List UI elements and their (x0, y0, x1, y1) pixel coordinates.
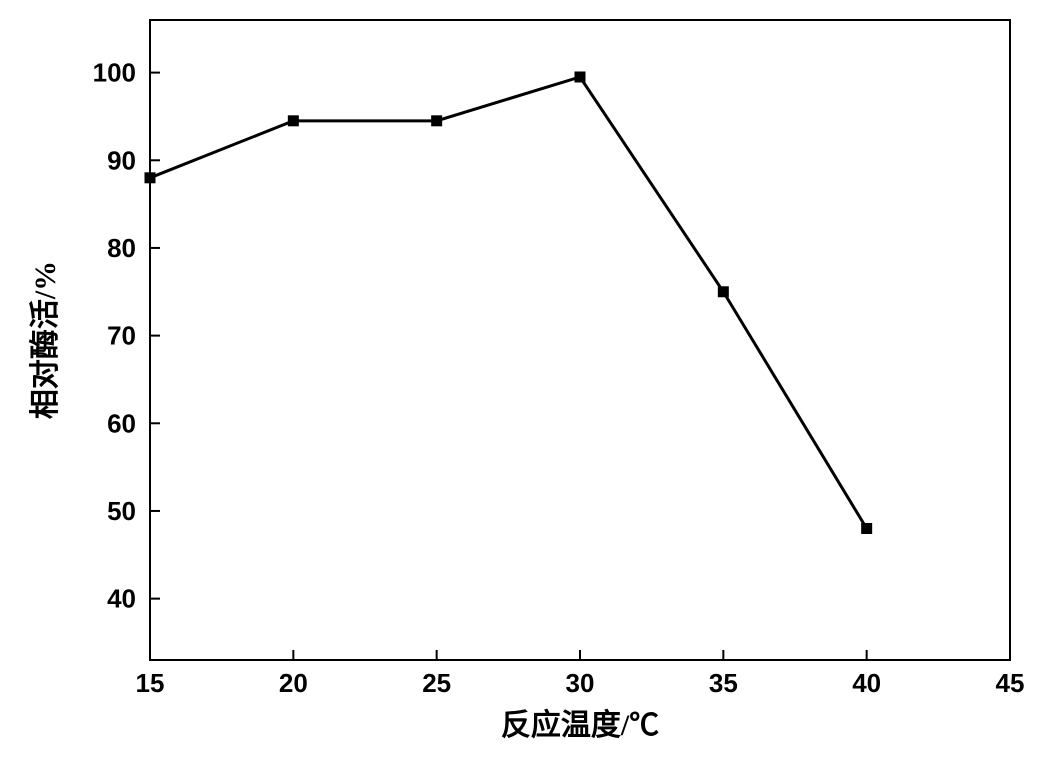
data-line (150, 77, 867, 529)
data-marker (862, 523, 872, 533)
y-tick-label: 40 (107, 584, 136, 614)
chart-svg: 15 20 25 30 35 40 45 40 50 60 70 80 90 100 反应温度/℃ 相对酶活/… (0, 0, 1054, 771)
y-tick-label: 70 (107, 321, 136, 351)
x-tick-label: 25 (422, 668, 451, 698)
y-tick-label: 60 (107, 408, 136, 438)
data-marker (575, 72, 585, 82)
y-tick-label: 100 (93, 58, 136, 88)
data-marker (432, 116, 442, 126)
y-axis-title: 相对酶活/% (29, 261, 62, 419)
x-axis-title: 反应温度/℃ (501, 708, 659, 742)
x-tick-label: 20 (279, 668, 308, 698)
x-tick-label: 45 (996, 668, 1025, 698)
x-tick-label: 30 (566, 668, 595, 698)
y-tick-label: 90 (107, 145, 136, 175)
x-tick-label: 15 (136, 668, 165, 698)
data-marker (718, 287, 728, 297)
x-tick-label: 40 (852, 668, 881, 698)
y-tick-label: 80 (107, 233, 136, 263)
x-tick-label: 35 (709, 668, 738, 698)
data-marker (145, 173, 155, 183)
chart-container: 15 20 25 30 35 40 45 40 50 60 70 80 90 100 反应温度/℃ 相对酶活/… (0, 0, 1054, 771)
plot-frame (150, 20, 1010, 660)
y-tick-label: 50 (107, 496, 136, 526)
data-marker (288, 116, 298, 126)
